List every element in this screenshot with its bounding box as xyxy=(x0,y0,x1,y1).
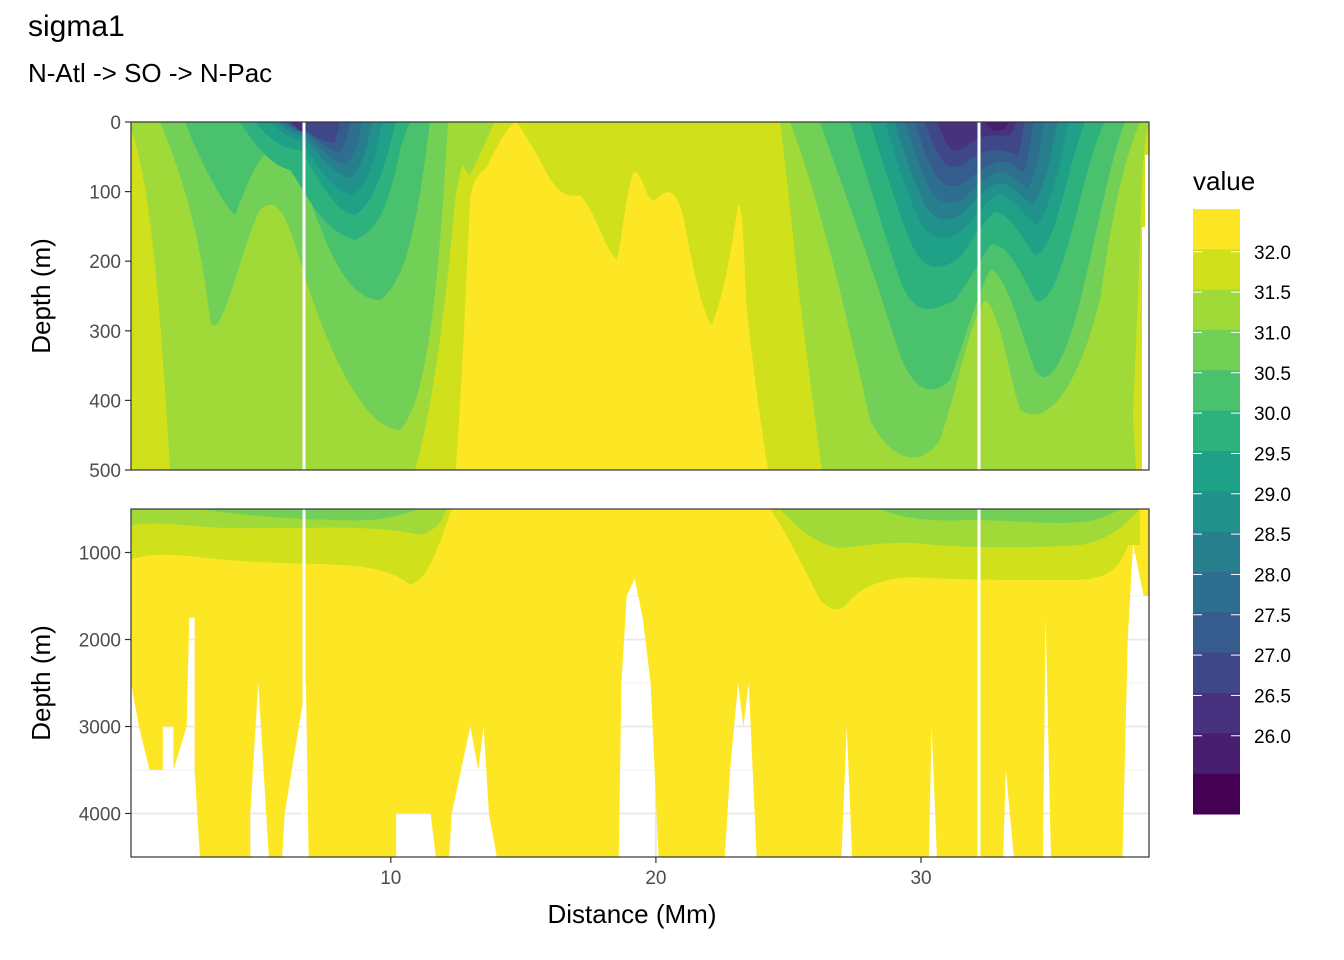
legend-color-swatch xyxy=(1193,693,1240,734)
lower-panel-border xyxy=(130,508,1150,858)
legend-color-swatch xyxy=(1193,491,1240,533)
legend-label: 26.5 xyxy=(1254,686,1291,707)
legend-color-swatch xyxy=(1193,773,1240,815)
y-axis-lower: 1000 2000 3000 4000 xyxy=(79,544,131,826)
legend-color-swatch xyxy=(1193,289,1240,331)
legend-label: 30.0 xyxy=(1254,404,1291,425)
chart-title: sigma1 xyxy=(28,10,125,43)
lower-contours xyxy=(131,509,1149,857)
lower-panel xyxy=(130,508,1150,858)
legend-color-swatch xyxy=(1193,249,1240,291)
legend-labels: 32.0 31.5 31.0 30.5 30.0 29.5 29.0 28.5 28.0 27.5… xyxy=(1193,243,1291,748)
legend-label: 32.0 xyxy=(1254,243,1291,264)
legend-color-swatch xyxy=(1193,531,1240,573)
legend-label: 28.0 xyxy=(1254,565,1291,586)
legend-label: 31.5 xyxy=(1254,283,1291,304)
x-tick-label: 30 xyxy=(910,868,931,889)
y-axis-upper: 0 100 200 300 400 500 xyxy=(89,113,131,482)
y-axis-label-upper: Depth (m) xyxy=(26,238,56,354)
legend-color-swatch xyxy=(1193,733,1240,775)
y-tick-label: 100 xyxy=(89,183,121,204)
legend-title: value xyxy=(1193,166,1255,196)
x-tick-label: 10 xyxy=(380,868,401,889)
legend-label: 30.5 xyxy=(1254,364,1291,385)
upper-panel-border xyxy=(130,121,1150,471)
x-axis: 10 20 30 xyxy=(380,857,932,889)
legend-color-swatch xyxy=(1193,370,1240,412)
y-tick-label: 400 xyxy=(89,391,121,412)
legend-color-swatch xyxy=(1193,410,1240,452)
legend-colorbar xyxy=(1193,209,1240,815)
x-axis-label: Distance (Mm) xyxy=(547,899,716,929)
legend-label: 27.5 xyxy=(1254,606,1291,627)
y-axis-label-lower: Depth (m) xyxy=(26,625,56,741)
chart-subtitle: N-Atl -> SO -> N-Pac xyxy=(28,58,273,88)
x-tick-label: 20 xyxy=(645,868,666,889)
legend: value 32.0 31.5 31.0 30.5 30.0 29.5 29.0 28.5 28… xyxy=(1193,166,1291,815)
y-tick-label: 200 xyxy=(89,252,121,273)
upper-panel xyxy=(130,121,1150,471)
legend-color-swatch xyxy=(1193,612,1240,654)
legend-color-swatch xyxy=(1193,451,1240,492)
y-tick-label: 500 xyxy=(89,461,121,482)
legend-label: 31.0 xyxy=(1254,323,1291,344)
legend-label: 26.0 xyxy=(1254,727,1291,748)
y-tick-label: 300 xyxy=(89,322,121,343)
upper-contours xyxy=(131,122,1149,470)
y-tick-label: 1000 xyxy=(79,544,121,565)
legend-label: 29.5 xyxy=(1254,444,1291,465)
legend-color-swatch xyxy=(1193,572,1240,613)
y-tick-label: 3000 xyxy=(79,718,121,739)
y-tick-label: 2000 xyxy=(79,631,121,652)
legend-label: 27.0 xyxy=(1254,646,1291,667)
legend-color-swatch xyxy=(1193,209,1240,250)
legend-label: 29.0 xyxy=(1254,485,1291,506)
legend-label: 28.5 xyxy=(1254,525,1291,546)
y-tick-label: 0 xyxy=(110,113,121,134)
y-tick-label: 4000 xyxy=(79,805,121,826)
legend-color-swatch xyxy=(1193,652,1240,694)
legend-color-swatch xyxy=(1193,330,1240,371)
